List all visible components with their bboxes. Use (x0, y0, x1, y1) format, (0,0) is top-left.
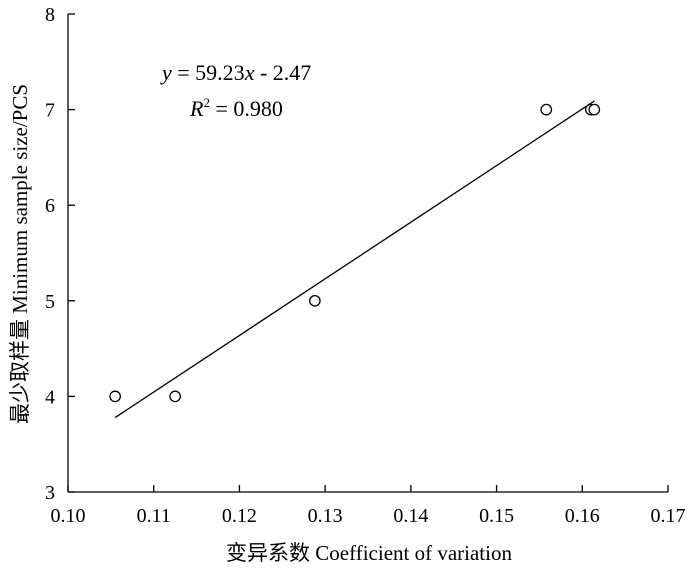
data-points (109, 103, 601, 403)
axes (67, 14, 668, 493)
x-tick-label: 0.10 (51, 505, 86, 527)
data-point (309, 294, 321, 307)
x-tick-label: 0.11 (137, 505, 171, 527)
r-squared: R2 = 0.980 (189, 95, 283, 121)
x-tick-label: 0.12 (222, 505, 257, 527)
x-tick-label: 0.14 (393, 505, 428, 527)
regression-equation: y = 59.23x - 2.47 (160, 60, 311, 85)
y-tick-label: 8 (45, 4, 55, 26)
x-tick-label: 0.15 (479, 505, 514, 527)
x-tick-label: 0.16 (565, 505, 600, 527)
y-tick-label: 6 (45, 195, 55, 217)
fit-line-group (114, 100, 595, 419)
regression-line (114, 100, 595, 419)
x-tick-label: 0.17 (651, 505, 686, 527)
x-tick-label: 0.13 (308, 505, 343, 527)
data-point (109, 390, 121, 403)
data-point (540, 103, 553, 116)
y-tick-label: 3 (45, 482, 55, 504)
y-tick-label: 4 (45, 386, 55, 408)
y-axis-title: 最少取样量 Minimum sample size/PCS (8, 84, 32, 424)
y-ticks: 3 4 5 6 7 8 (45, 4, 75, 504)
x-axis-title: 变异系数 Coefficient of variation (226, 541, 512, 565)
data-point (588, 103, 601, 116)
x-ticks: 0.10 0.11 0.12 0.13 0.14 0.15 0.16 0.17 (51, 485, 686, 527)
y-tick-label: 7 (45, 100, 55, 122)
data-point (169, 390, 181, 403)
y-tick-label: 5 (45, 291, 55, 313)
